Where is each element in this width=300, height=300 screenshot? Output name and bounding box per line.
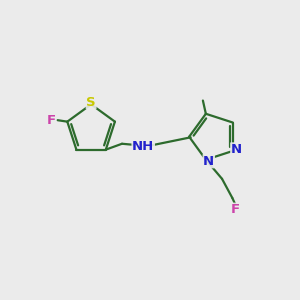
Text: F: F bbox=[231, 203, 240, 216]
Text: F: F bbox=[46, 114, 56, 127]
Text: S: S bbox=[86, 95, 96, 109]
Text: N: N bbox=[203, 155, 214, 168]
Text: NH: NH bbox=[132, 140, 154, 153]
Text: N: N bbox=[231, 143, 242, 156]
